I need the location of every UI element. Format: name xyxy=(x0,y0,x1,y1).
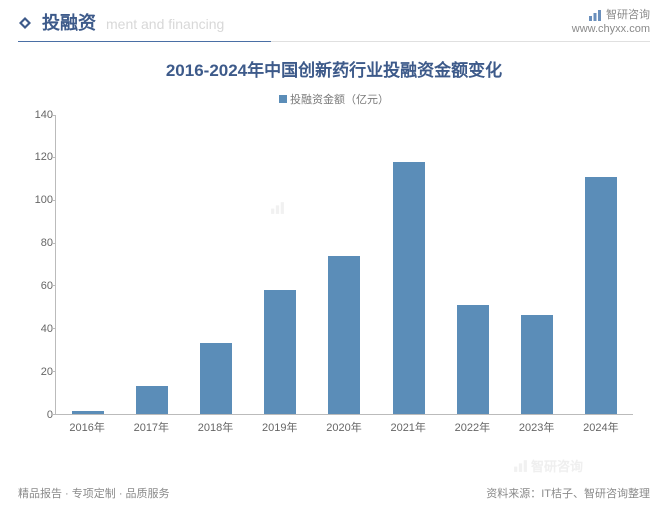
bar xyxy=(393,162,425,414)
y-tick-mark xyxy=(52,371,56,372)
bar xyxy=(136,386,168,414)
bar xyxy=(585,177,617,414)
bar-slot xyxy=(377,115,441,414)
x-tick-label: 2021年 xyxy=(376,415,440,435)
y-tick-mark xyxy=(52,115,56,116)
x-tick-label: 2016年 xyxy=(55,415,119,435)
brand-url: www.chyxx.com xyxy=(572,22,650,36)
y-tick-mark xyxy=(52,285,56,286)
diamond-icon xyxy=(18,16,32,30)
y-tick-mark xyxy=(52,328,56,329)
header-left: 投融资 ment and financing xyxy=(18,9,224,35)
bar-slot xyxy=(120,115,184,414)
bar xyxy=(521,315,553,413)
bars-container xyxy=(56,115,633,414)
bar xyxy=(328,256,360,414)
bar-slot xyxy=(248,115,312,414)
section-title-en: ment and financing xyxy=(106,16,224,32)
watermark-2: 智研咨询 xyxy=(513,456,583,475)
brand-bars-icon xyxy=(588,8,602,22)
footer-left: 精品报告 · 专项定制 · 品质服务 xyxy=(18,485,170,501)
chart-area: 020406080100120140 2016年2017年2018年2019年2… xyxy=(55,115,633,435)
section-title-cn: 投融资 xyxy=(42,9,96,35)
chart-legend: 投融资金额（亿元） xyxy=(0,91,668,107)
y-tick-label: 40 xyxy=(23,323,53,335)
y-tick-mark xyxy=(52,200,56,201)
y-tick-label: 20 xyxy=(23,366,53,378)
brand-line: 智研咨询 xyxy=(572,8,650,22)
legend-label: 投融资金额（亿元） xyxy=(290,94,389,106)
header-bar: 投融资 ment and financing 智研咨询 www.chyxx.co… xyxy=(0,0,668,41)
bar-slot xyxy=(441,115,505,414)
bar-slot xyxy=(569,115,633,414)
y-tick-mark xyxy=(52,243,56,244)
x-tick-label: 2017年 xyxy=(119,415,183,435)
bar xyxy=(457,305,489,414)
x-tick-label: 2024年 xyxy=(569,415,633,435)
y-tick-label: 80 xyxy=(23,237,53,249)
x-tick-label: 2020年 xyxy=(312,415,376,435)
bar xyxy=(200,343,232,413)
footer-bar: 精品报告 · 专项定制 · 品质服务 资料来源：IT桔子、智研咨询整理 xyxy=(18,485,650,501)
y-tick-label: 100 xyxy=(23,194,53,206)
x-tick-label: 2023年 xyxy=(505,415,569,435)
y-tick-label: 140 xyxy=(23,109,53,121)
legend-swatch xyxy=(279,95,287,103)
bar-slot xyxy=(505,115,569,414)
bar xyxy=(264,290,296,414)
y-tick-label: 0 xyxy=(23,409,53,421)
x-tick-label: 2018年 xyxy=(183,415,247,435)
footer-right: 资料来源：IT桔子、智研咨询整理 xyxy=(486,485,650,501)
watermark-text: 智研咨询 xyxy=(531,456,583,475)
y-tick-mark xyxy=(52,157,56,158)
bar-slot xyxy=(184,115,248,414)
bar-slot xyxy=(312,115,376,414)
y-axis: 020406080100120140 xyxy=(23,115,53,415)
watermark-icon xyxy=(513,458,528,473)
chart-title: 2016-2024年中国创新药行业投融资金额变化 xyxy=(0,56,668,81)
plot-region xyxy=(55,115,633,415)
x-axis-labels: 2016年2017年2018年2019年2020年2021年2022年2023年… xyxy=(55,415,633,435)
brand-name: 智研咨询 xyxy=(606,8,650,22)
y-tick-label: 120 xyxy=(23,151,53,163)
header-right: 智研咨询 www.chyxx.com xyxy=(572,8,650,37)
header-divider xyxy=(18,41,650,42)
y-tick-label: 60 xyxy=(23,280,53,292)
bar-slot xyxy=(56,115,120,414)
x-tick-label: 2022年 xyxy=(440,415,504,435)
x-tick-label: 2019年 xyxy=(248,415,312,435)
bar xyxy=(72,411,104,413)
